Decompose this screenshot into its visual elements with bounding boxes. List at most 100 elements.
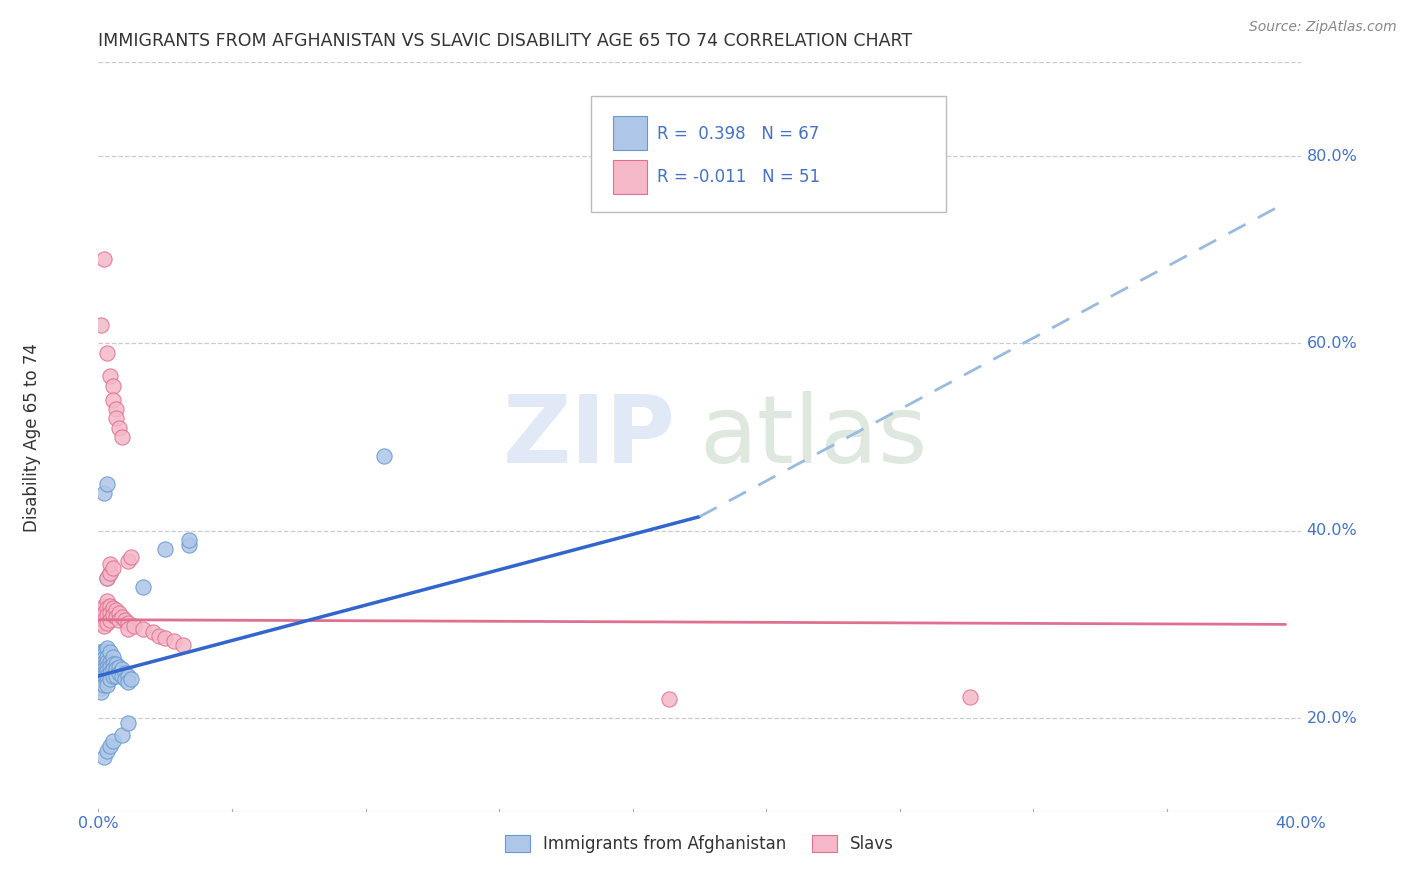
Point xyxy=(177,533,200,547)
Point xyxy=(93,675,115,690)
Point xyxy=(93,666,115,681)
Point xyxy=(90,675,112,690)
Point xyxy=(121,549,143,564)
Point xyxy=(90,669,112,683)
Text: atlas: atlas xyxy=(699,391,928,483)
Point xyxy=(96,678,118,692)
Point xyxy=(93,599,115,613)
Point xyxy=(117,675,139,690)
Point xyxy=(93,613,115,627)
Point xyxy=(90,610,112,624)
Text: 40.0%: 40.0% xyxy=(1275,816,1326,831)
Point xyxy=(117,554,139,568)
Point xyxy=(111,669,134,683)
Point xyxy=(93,643,115,657)
Text: 0.0%: 0.0% xyxy=(79,816,118,831)
Point xyxy=(96,655,118,669)
Point xyxy=(93,672,115,686)
Point xyxy=(87,646,110,660)
Point xyxy=(103,662,125,676)
Point xyxy=(658,692,681,706)
Text: 80.0%: 80.0% xyxy=(1306,149,1357,163)
Text: 20.0%: 20.0% xyxy=(1306,711,1357,725)
Point xyxy=(90,657,112,671)
Point xyxy=(105,657,128,671)
Point xyxy=(100,739,122,753)
Point xyxy=(100,659,122,673)
Point xyxy=(96,669,118,683)
Legend: Immigrants from Afghanistan, Slavs: Immigrants from Afghanistan, Slavs xyxy=(498,828,901,860)
Point xyxy=(124,619,146,633)
Point xyxy=(105,603,128,617)
Point xyxy=(96,345,118,359)
Point xyxy=(117,622,139,636)
Point xyxy=(90,659,112,673)
Point xyxy=(177,538,200,552)
Point xyxy=(114,666,136,681)
Point xyxy=(100,566,122,580)
Text: IMMIGRANTS FROM AFGHANISTAN VS SLAVIC DISABILITY AGE 65 TO 74 CORRELATION CHART: IMMIGRANTS FROM AFGHANISTAN VS SLAVIC DI… xyxy=(98,32,912,50)
Point xyxy=(108,613,131,627)
Point xyxy=(100,606,122,620)
Point xyxy=(111,728,134,742)
Point xyxy=(148,629,170,643)
Point xyxy=(114,613,136,627)
Point xyxy=(93,486,115,500)
Point xyxy=(90,653,112,667)
Text: 60.0%: 60.0% xyxy=(1306,336,1357,351)
Point xyxy=(117,715,139,730)
Point xyxy=(90,648,112,662)
Point xyxy=(90,672,112,686)
Text: ZIP: ZIP xyxy=(502,391,675,483)
Point xyxy=(100,655,122,669)
Point xyxy=(103,650,125,665)
Bar xyxy=(613,160,647,194)
Point xyxy=(96,615,118,630)
Point xyxy=(105,610,128,624)
Point xyxy=(100,646,122,660)
Point xyxy=(108,421,131,435)
Point xyxy=(96,659,118,673)
Text: R = -0.011   N = 51: R = -0.011 N = 51 xyxy=(658,168,821,186)
Point xyxy=(153,632,176,646)
Point xyxy=(132,622,155,636)
Point xyxy=(100,566,122,580)
Point xyxy=(93,619,115,633)
Point xyxy=(96,608,118,623)
Point xyxy=(103,734,125,748)
Point xyxy=(103,669,125,683)
Point xyxy=(93,651,115,665)
Point xyxy=(172,638,194,652)
Point xyxy=(105,662,128,676)
Point xyxy=(103,392,125,407)
Point xyxy=(96,594,118,608)
Point xyxy=(103,600,125,615)
Point xyxy=(93,662,115,676)
Point xyxy=(108,659,131,673)
Point xyxy=(90,662,112,676)
Text: Source: ZipAtlas.com: Source: ZipAtlas.com xyxy=(1249,20,1396,34)
Point xyxy=(117,615,139,630)
Point xyxy=(100,666,122,681)
Point xyxy=(96,600,118,615)
Point xyxy=(108,666,131,681)
Point xyxy=(103,561,125,575)
Point xyxy=(153,542,176,557)
Point xyxy=(90,681,112,695)
Point xyxy=(100,672,122,686)
Point xyxy=(90,666,112,681)
Point xyxy=(373,449,395,463)
Point xyxy=(105,411,128,425)
Point xyxy=(105,401,128,416)
Point xyxy=(90,678,112,692)
Point xyxy=(93,648,115,662)
Text: Disability Age 65 to 74: Disability Age 65 to 74 xyxy=(24,343,41,532)
Point xyxy=(93,750,115,764)
Bar xyxy=(613,116,647,150)
Point xyxy=(114,672,136,686)
Point xyxy=(162,634,184,648)
Point xyxy=(132,580,155,594)
Point xyxy=(141,624,163,639)
Text: R =  0.398   N = 67: R = 0.398 N = 67 xyxy=(658,125,820,143)
Point xyxy=(96,650,118,665)
